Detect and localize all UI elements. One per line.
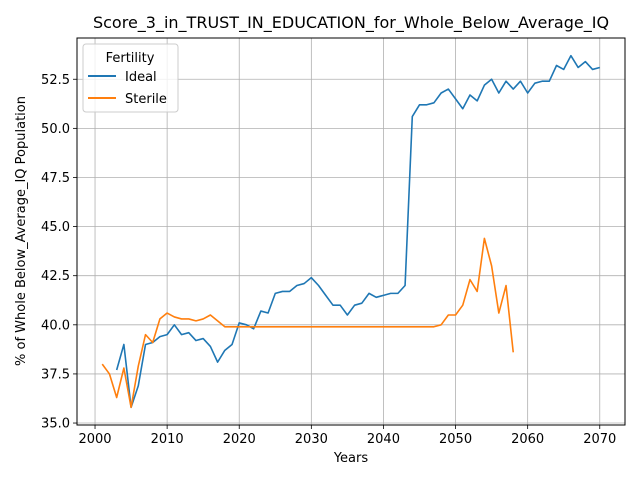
y-tick-label: 45.0 [41,220,70,235]
y-tick-label: 35.0 [41,417,70,432]
x-tick-label: 2000 [78,432,111,447]
y-tick-label: 42.5 [41,269,70,284]
y-tick-label: 52.5 [41,73,70,88]
x-tick-label: 2020 [223,432,256,447]
y-tick-label: 37.5 [41,367,70,382]
grid [77,38,625,425]
legend-label-ideal: Ideal [125,70,157,85]
y-axis-label: % of Whole Below_Average_IQ Population [14,96,29,366]
series-line-sterile [101,237,515,409]
x-axis-label: Years [333,451,369,466]
y-tick-label: 40.0 [41,318,70,333]
y-ticks: 35.0 37.5 40.0 42.5 45.0 47.5 50.0 52.5 [41,73,77,432]
chart-title: Score_3_in_TRUST_IN_EDUCATION_for_Whole_… [93,13,609,33]
x-tick-label: 2070 [583,432,616,447]
x-tick-label: 2040 [367,432,400,447]
x-tick-label: 2030 [295,432,328,447]
x-tick-label: 2060 [511,432,544,447]
legend-title: Fertility [106,51,155,66]
x-tick-label: 2010 [151,432,184,447]
legend-box [82,43,179,113]
legend: Fertility Ideal Sterile [82,43,179,113]
plot-frame [76,37,626,426]
x-ticks: 2000 2010 2020 2030 2040 2050 2060 2070 [78,425,616,447]
series-line-ideal [115,54,600,409]
x-tick-label: 2050 [439,432,472,447]
series-group [101,54,600,409]
legend-label-sterile: Sterile [125,92,167,107]
y-tick-label: 47.5 [41,171,70,186]
y-tick-label: 50.0 [41,122,70,137]
